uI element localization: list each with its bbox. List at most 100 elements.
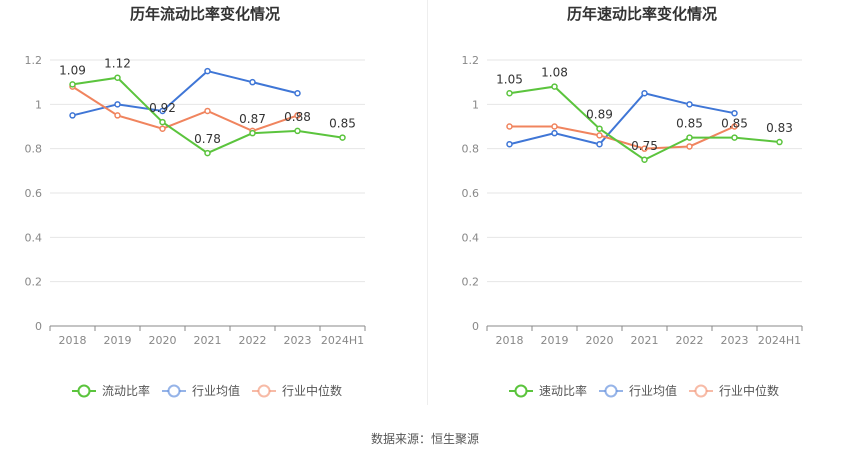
x-tick-label: 2020 bbox=[149, 334, 177, 347]
data-point-avg bbox=[641, 90, 648, 97]
data-point-company bbox=[114, 74, 121, 81]
quick-ratio-chart-svg: 历年速动比率变化情况 0 0.2 0.4 0.6 0.8 1 1.2 2018 2019 2020 2… bbox=[462, 5, 803, 398]
y-tick-label: 0.6 bbox=[462, 187, 480, 200]
y-tick-label: 0.6 bbox=[25, 187, 43, 200]
data-label: 0.89 bbox=[586, 108, 613, 122]
series-line-median bbox=[71, 85, 298, 133]
data-point-avg bbox=[249, 78, 256, 86]
data-label: 1.12 bbox=[104, 57, 131, 71]
data-label: 0.75 bbox=[631, 139, 658, 153]
data-point-avg bbox=[506, 140, 513, 148]
data-label: 1.08 bbox=[541, 66, 568, 80]
y-tick-label: 1.2 bbox=[462, 54, 480, 67]
y-tick-label: 1.2 bbox=[25, 54, 43, 67]
x-tick-label: 2022 bbox=[239, 334, 267, 347]
data-point-median bbox=[641, 145, 648, 152]
x-tick-label: 2023 bbox=[284, 334, 312, 347]
data-point-company bbox=[776, 138, 783, 146]
data-label: 0.85 bbox=[721, 117, 748, 131]
legend-label-company: 流动比率 bbox=[102, 383, 150, 398]
data-point-avg bbox=[204, 67, 211, 75]
x-tick-label: 2024H1 bbox=[321, 334, 364, 347]
y-tick-label: 1 bbox=[35, 98, 42, 111]
data-label: 0.88 bbox=[284, 110, 311, 124]
data-point-median bbox=[551, 123, 558, 130]
x-tick-label: 2023 bbox=[721, 334, 749, 347]
data-point-avg bbox=[69, 112, 76, 119]
x-tick-label: 2021 bbox=[631, 334, 659, 347]
legend-label-avg: 行业均值 bbox=[192, 383, 240, 398]
series-line-median bbox=[509, 125, 735, 150]
y-tick-label: 0.2 bbox=[25, 276, 43, 289]
data-label: 0.87 bbox=[239, 112, 266, 126]
x-tick-label: 2021 bbox=[194, 334, 222, 347]
chart-divider bbox=[427, 0, 428, 405]
x-tick-label: 2020 bbox=[586, 334, 614, 347]
quick-ratio-chart: 历年速动比率变化情况 0 0.2 0.4 0.6 0.8 1 1.2 2018 2019 2020 2… bbox=[425, 0, 850, 410]
x-tick-label: 2024H1 bbox=[758, 334, 801, 347]
chart-title: 历年速动比率变化情况 bbox=[567, 5, 717, 23]
legend-label-median: 行业中位数 bbox=[719, 383, 779, 398]
data-label: 0.92 bbox=[149, 101, 176, 115]
legend-label-avg: 行业均值 bbox=[629, 383, 677, 398]
current-ratio-chart: 历年流动比率变化情况 0 0.2 0.4 0.6 0.8 1 1.2 2018 2019 2020 2… bbox=[0, 0, 425, 410]
x-tick-label: 2018 bbox=[496, 334, 524, 347]
data-point-median bbox=[204, 107, 211, 115]
data-point-company bbox=[551, 83, 558, 90]
data-point-median bbox=[686, 143, 693, 150]
legend-marker-avg bbox=[167, 384, 181, 398]
data-point-company bbox=[641, 156, 648, 163]
data-point-company bbox=[596, 125, 603, 132]
y-tick-label: 0.8 bbox=[462, 143, 480, 156]
x-tick-label: 2018 bbox=[59, 334, 87, 347]
data-point-median bbox=[114, 112, 121, 119]
legend-marker-company bbox=[77, 384, 91, 398]
data-point-median bbox=[159, 125, 166, 132]
series-line-avg bbox=[72, 69, 298, 117]
y-tick-label: 0.4 bbox=[462, 231, 480, 244]
data-point-avg bbox=[294, 90, 301, 97]
y-tick-label: 0.2 bbox=[462, 276, 480, 289]
data-point-company bbox=[686, 134, 693, 141]
data-point-company bbox=[69, 81, 76, 88]
data-source: 数据来源：恒生聚源 bbox=[370, 432, 479, 446]
data-point-avg bbox=[551, 129, 558, 137]
data-point-company bbox=[294, 127, 301, 135]
legend-label-company: 速动比率 bbox=[539, 383, 587, 398]
data-point-avg bbox=[731, 109, 738, 117]
data-point-company bbox=[159, 118, 166, 126]
data-point-avg bbox=[686, 101, 693, 108]
x-tick-label: 2019 bbox=[104, 334, 132, 347]
current-ratio-chart-svg: 历年流动比率变化情况 0 0.2 0.4 0.6 0.8 1 1.2 2018 2019 2020 2… bbox=[25, 5, 366, 398]
data-label: 0.78 bbox=[194, 132, 221, 146]
data-label: 0.85 bbox=[329, 117, 356, 131]
data-point-median bbox=[294, 112, 301, 119]
data-point-company bbox=[249, 129, 256, 137]
x-tick-label: 2019 bbox=[541, 334, 569, 347]
data-label: 1.05 bbox=[496, 72, 523, 86]
data-label: 0.83 bbox=[766, 121, 793, 135]
data-point-company bbox=[506, 90, 513, 97]
legend-marker-company bbox=[514, 384, 528, 398]
chart-title: 历年流动比率变化情况 bbox=[130, 5, 280, 23]
y-tick-label: 0.4 bbox=[25, 231, 43, 244]
data-label: 0.85 bbox=[676, 117, 703, 131]
y-tick-label: 0.8 bbox=[25, 143, 43, 156]
y-tick-label: 0 bbox=[35, 320, 42, 333]
data-point-company bbox=[204, 149, 211, 157]
data-point-median bbox=[731, 123, 738, 130]
legend-marker-median bbox=[694, 384, 708, 398]
data-point-avg bbox=[596, 140, 603, 148]
data-point-avg bbox=[159, 107, 166, 115]
y-tick-label: 1 bbox=[472, 98, 479, 111]
data-point-avg bbox=[114, 101, 121, 108]
data-point-company bbox=[339, 134, 346, 141]
data-label: 1.09 bbox=[59, 63, 86, 77]
legend-marker-avg bbox=[604, 384, 618, 398]
series-line-avg bbox=[509, 92, 735, 146]
legend-marker-median bbox=[257, 384, 271, 398]
x-tick-label: 2022 bbox=[676, 334, 704, 347]
data-point-median bbox=[596, 132, 603, 139]
data-point-median bbox=[506, 123, 513, 130]
data-point-company bbox=[731, 134, 738, 141]
